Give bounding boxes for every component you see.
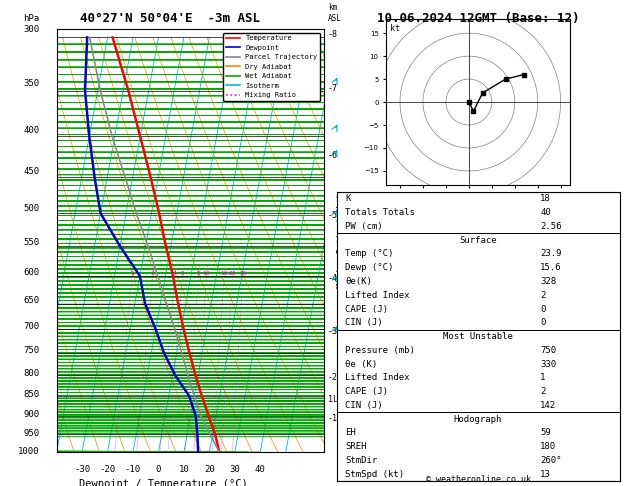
Text: 23.9: 23.9 [540, 249, 562, 259]
Text: 10: 10 [179, 465, 189, 474]
Text: -3: -3 [328, 327, 338, 336]
Text: 850: 850 [23, 390, 39, 399]
Text: 180: 180 [540, 442, 557, 451]
Text: 5: 5 [181, 271, 184, 276]
Text: 450: 450 [23, 167, 39, 176]
Text: Hodograph: Hodograph [454, 415, 502, 424]
Text: 20: 20 [229, 271, 237, 276]
Text: CIN (J): CIN (J) [345, 318, 382, 327]
Text: EH: EH [345, 429, 356, 437]
Text: 800: 800 [23, 369, 39, 378]
Text: -7: -7 [328, 84, 338, 93]
Text: 1000: 1000 [18, 448, 39, 456]
Text: 400: 400 [23, 126, 39, 135]
Text: 950: 950 [23, 430, 39, 438]
Text: -10: -10 [125, 465, 141, 474]
Text: -8: -8 [328, 31, 338, 39]
Text: Dewp (°C): Dewp (°C) [345, 263, 393, 272]
Text: 142: 142 [540, 401, 557, 410]
Text: 40: 40 [540, 208, 551, 217]
Text: 40: 40 [255, 465, 265, 474]
Text: © weatheronline.co.uk: © weatheronline.co.uk [426, 474, 530, 484]
Text: SREH: SREH [345, 442, 367, 451]
Text: K: K [345, 194, 350, 203]
Text: 2.56: 2.56 [540, 222, 562, 231]
Text: -20: -20 [99, 465, 116, 474]
Text: 1: 1 [540, 373, 546, 382]
Text: 2: 2 [151, 271, 155, 276]
Text: Temp (°C): Temp (°C) [345, 249, 393, 259]
Text: 600: 600 [23, 268, 39, 277]
Text: Totals Totals: Totals Totals [345, 208, 415, 217]
Text: km
ASL: km ASL [328, 3, 342, 23]
Text: 900: 900 [23, 411, 39, 419]
Text: CIN (J): CIN (J) [345, 401, 382, 410]
Text: StmDir: StmDir [345, 456, 377, 465]
Text: 260°: 260° [540, 456, 562, 465]
Text: 300: 300 [23, 25, 39, 34]
Text: 1LCL: 1LCL [328, 395, 348, 403]
Text: kt: kt [390, 24, 400, 34]
Text: 20: 20 [204, 465, 214, 474]
Text: Surface: Surface [459, 236, 497, 244]
Text: 4: 4 [173, 271, 177, 276]
Text: Lifted Index: Lifted Index [345, 291, 409, 300]
Text: 15.6: 15.6 [540, 263, 562, 272]
Text: 0: 0 [156, 465, 161, 474]
Text: Lifted Index: Lifted Index [345, 373, 409, 382]
Text: 40°27'N 50°04'E  -3m ASL: 40°27'N 50°04'E -3m ASL [80, 12, 260, 25]
Text: 750: 750 [540, 346, 557, 355]
Text: 0: 0 [540, 305, 546, 313]
Text: 330: 330 [540, 360, 557, 368]
Text: -1: -1 [328, 415, 338, 423]
Text: 13: 13 [540, 470, 551, 479]
Text: PW (cm): PW (cm) [345, 222, 382, 231]
Text: 10.06.2024 12GMT (Base: 12): 10.06.2024 12GMT (Base: 12) [377, 12, 579, 25]
Text: -2: -2 [328, 373, 338, 382]
Text: 350: 350 [23, 79, 39, 88]
Text: 0: 0 [540, 318, 546, 327]
Text: Dewpoint / Temperature (°C): Dewpoint / Temperature (°C) [79, 480, 248, 486]
Text: Most Unstable: Most Unstable [443, 332, 513, 341]
Text: 550: 550 [23, 238, 39, 246]
Text: θe (K): θe (K) [345, 360, 377, 368]
Text: 18: 18 [540, 194, 551, 203]
Text: -5: -5 [328, 211, 338, 220]
Text: CAPE (J): CAPE (J) [345, 305, 388, 313]
Text: StmSpd (kt): StmSpd (kt) [345, 470, 404, 479]
Text: θe(K): θe(K) [345, 277, 372, 286]
Text: 650: 650 [23, 296, 39, 305]
Text: 2: 2 [540, 291, 546, 300]
Text: 26: 26 [239, 271, 247, 276]
Text: 10: 10 [203, 271, 211, 276]
Legend: Temperature, Dewpoint, Parcel Trajectory, Dry Adiabat, Wet Adiabat, Isotherm, Mi: Temperature, Dewpoint, Parcel Trajectory… [223, 33, 320, 101]
Text: 500: 500 [23, 204, 39, 213]
Text: 750: 750 [23, 347, 39, 355]
Text: -30: -30 [74, 465, 90, 474]
Text: -4: -4 [328, 274, 338, 283]
Text: -6: -6 [328, 151, 338, 160]
Text: 328: 328 [540, 277, 557, 286]
Text: 700: 700 [23, 322, 39, 331]
Text: 16: 16 [220, 271, 228, 276]
Text: Mixing Ratio (g/kg): Mixing Ratio (g/kg) [337, 193, 346, 288]
Text: 1: 1 [130, 271, 134, 276]
Text: hPa: hPa [23, 14, 39, 23]
Text: 59: 59 [540, 429, 551, 437]
Text: 8: 8 [197, 271, 201, 276]
Text: 2: 2 [540, 387, 546, 396]
Text: 30: 30 [230, 465, 240, 474]
Text: CAPE (J): CAPE (J) [345, 387, 388, 396]
Text: Pressure (mb): Pressure (mb) [345, 346, 415, 355]
